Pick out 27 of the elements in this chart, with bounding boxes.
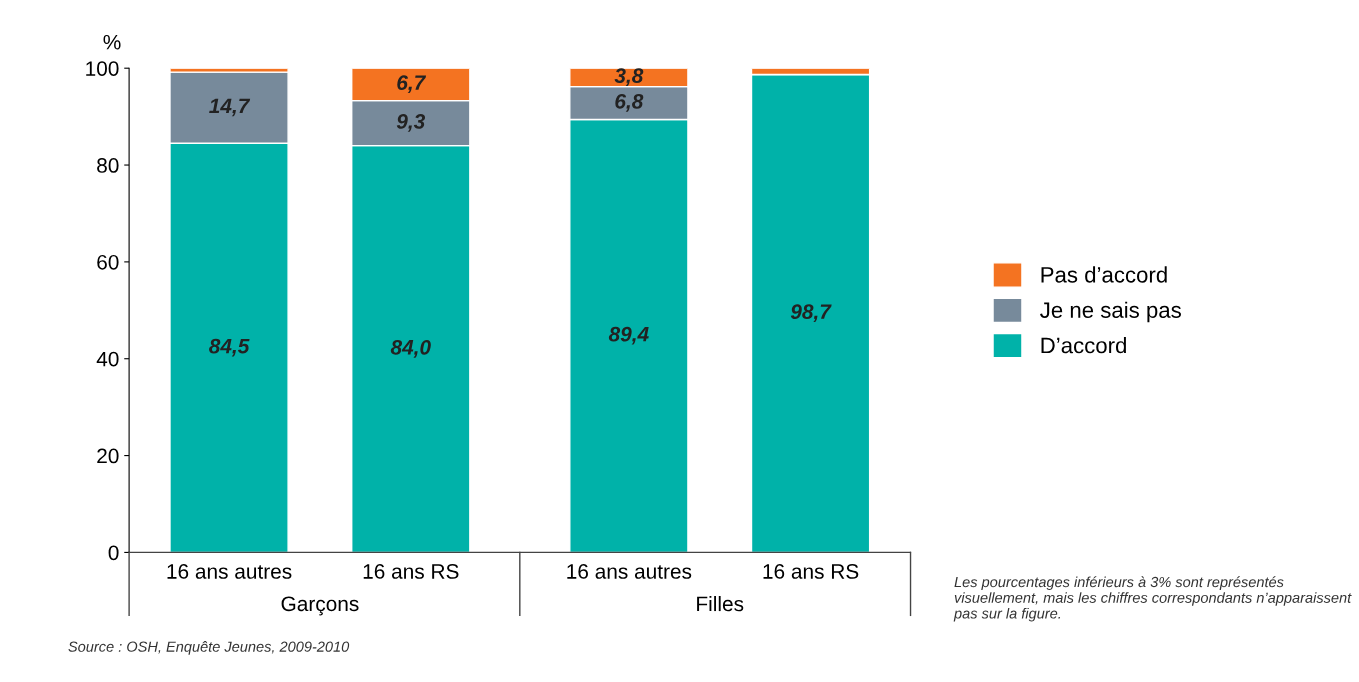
x-tick-label: 16 ans autres [567, 564, 692, 579]
y-axis-title: % [103, 34, 121, 50]
y-tick-label: 0 [108, 545, 119, 561]
x-tick-label: 16 ans autres [167, 564, 292, 579]
y-tick-label: 80 [97, 158, 119, 173]
text: Garçons [281, 596, 359, 616]
legend-label: Je ne sais pas [1040, 301, 1181, 323]
data-label: 6,8 [615, 93, 644, 112]
data-label: 3,8 [614, 68, 644, 87]
text: Filles [697, 595, 744, 612]
data-label: 6,7 [397, 75, 427, 94]
source-note: Source : OSH, Enquête Jeunes, 2009-2010 [68, 641, 350, 655]
text: Les pourcentages inférieurs à 3% sont représentés visuellement, mais les chiffres correspondants n’apparaissent pas sur la figure. [953, 576, 1352, 622]
legend-label: Pas d’accord [1041, 266, 1167, 283]
data-label: 89,4 [608, 326, 649, 345]
data-label: 84,0 [390, 339, 431, 358]
y-tick-label: 60 [97, 254, 119, 270]
y-tick-label: 40 [96, 351, 119, 367]
x-tick-label: 16 ans RS [763, 564, 859, 579]
x-tick-label: 16 ans RS [363, 564, 459, 579]
data-label: 98,7 [790, 304, 832, 323]
y-tick-label: 20 [97, 448, 119, 464]
legend-label: D’accord [1041, 336, 1126, 354]
data-label: 84,5 [209, 338, 250, 357]
data-label: 9,3 [396, 114, 426, 132]
data-label: 14,7 [209, 98, 251, 117]
y-tick-label: 100 [86, 61, 119, 76]
